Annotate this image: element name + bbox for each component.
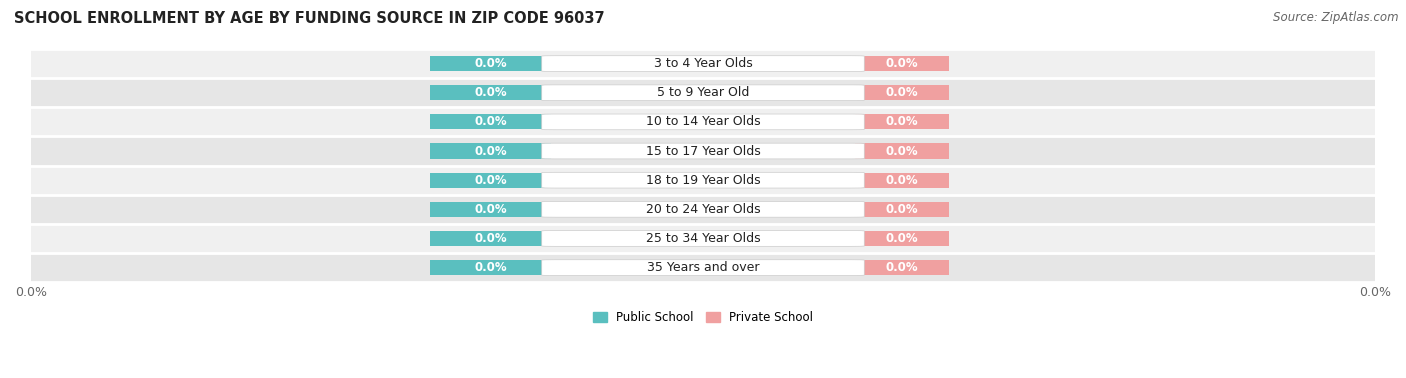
FancyBboxPatch shape [541, 143, 865, 159]
FancyBboxPatch shape [541, 114, 865, 130]
Bar [430, 85, 551, 100]
Bar [430, 202, 551, 217]
Text: 0.0%: 0.0% [474, 232, 508, 245]
FancyBboxPatch shape [541, 85, 865, 101]
Text: 0.0%: 0.0% [886, 203, 918, 216]
FancyBboxPatch shape [541, 260, 865, 276]
Text: 0.0%: 0.0% [474, 57, 508, 70]
Bar [31, 224, 1375, 253]
Bar [430, 144, 551, 159]
FancyBboxPatch shape [541, 172, 865, 188]
Bar [31, 136, 1375, 166]
Text: 0.0%: 0.0% [886, 86, 918, 99]
Text: 0.0%: 0.0% [886, 232, 918, 245]
Text: 0.0%: 0.0% [474, 174, 508, 187]
Text: 0.0%: 0.0% [886, 115, 918, 129]
Bar [31, 195, 1375, 224]
Bar [31, 107, 1375, 136]
Bar [31, 253, 1375, 282]
FancyBboxPatch shape [541, 231, 865, 246]
Bar [855, 173, 949, 188]
Text: Source: ZipAtlas.com: Source: ZipAtlas.com [1274, 11, 1399, 24]
Bar [31, 166, 1375, 195]
Bar [855, 56, 949, 71]
Bar [430, 231, 551, 246]
Text: 25 to 34 Year Olds: 25 to 34 Year Olds [645, 232, 761, 245]
Text: SCHOOL ENROLLMENT BY AGE BY FUNDING SOURCE IN ZIP CODE 96037: SCHOOL ENROLLMENT BY AGE BY FUNDING SOUR… [14, 11, 605, 26]
Bar [855, 85, 949, 100]
Text: 15 to 17 Year Olds: 15 to 17 Year Olds [645, 144, 761, 158]
Text: 18 to 19 Year Olds: 18 to 19 Year Olds [645, 174, 761, 187]
FancyBboxPatch shape [541, 201, 865, 217]
Bar [430, 260, 551, 275]
Text: 20 to 24 Year Olds: 20 to 24 Year Olds [645, 203, 761, 216]
Bar [31, 49, 1375, 78]
Text: 0.0%: 0.0% [474, 203, 508, 216]
Text: 0.0%: 0.0% [886, 57, 918, 70]
Text: 0.0%: 0.0% [474, 144, 508, 158]
Bar [31, 78, 1375, 107]
FancyBboxPatch shape [541, 56, 865, 71]
Bar [430, 114, 551, 129]
Bar [855, 202, 949, 217]
Text: 5 to 9 Year Old: 5 to 9 Year Old [657, 86, 749, 99]
Text: 0.0%: 0.0% [474, 115, 508, 129]
Text: 3 to 4 Year Olds: 3 to 4 Year Olds [654, 57, 752, 70]
Legend: Public School, Private School: Public School, Private School [589, 307, 817, 328]
Bar [430, 173, 551, 188]
Bar [855, 114, 949, 129]
Bar [855, 144, 949, 159]
Text: 0.0%: 0.0% [474, 261, 508, 274]
Bar [855, 260, 949, 275]
Bar [855, 231, 949, 246]
Text: 0.0%: 0.0% [474, 86, 508, 99]
Text: 10 to 14 Year Olds: 10 to 14 Year Olds [645, 115, 761, 129]
Bar [430, 56, 551, 71]
Text: 0.0%: 0.0% [886, 144, 918, 158]
Text: 35 Years and over: 35 Years and over [647, 261, 759, 274]
Text: 0.0%: 0.0% [886, 174, 918, 187]
Text: 0.0%: 0.0% [886, 261, 918, 274]
